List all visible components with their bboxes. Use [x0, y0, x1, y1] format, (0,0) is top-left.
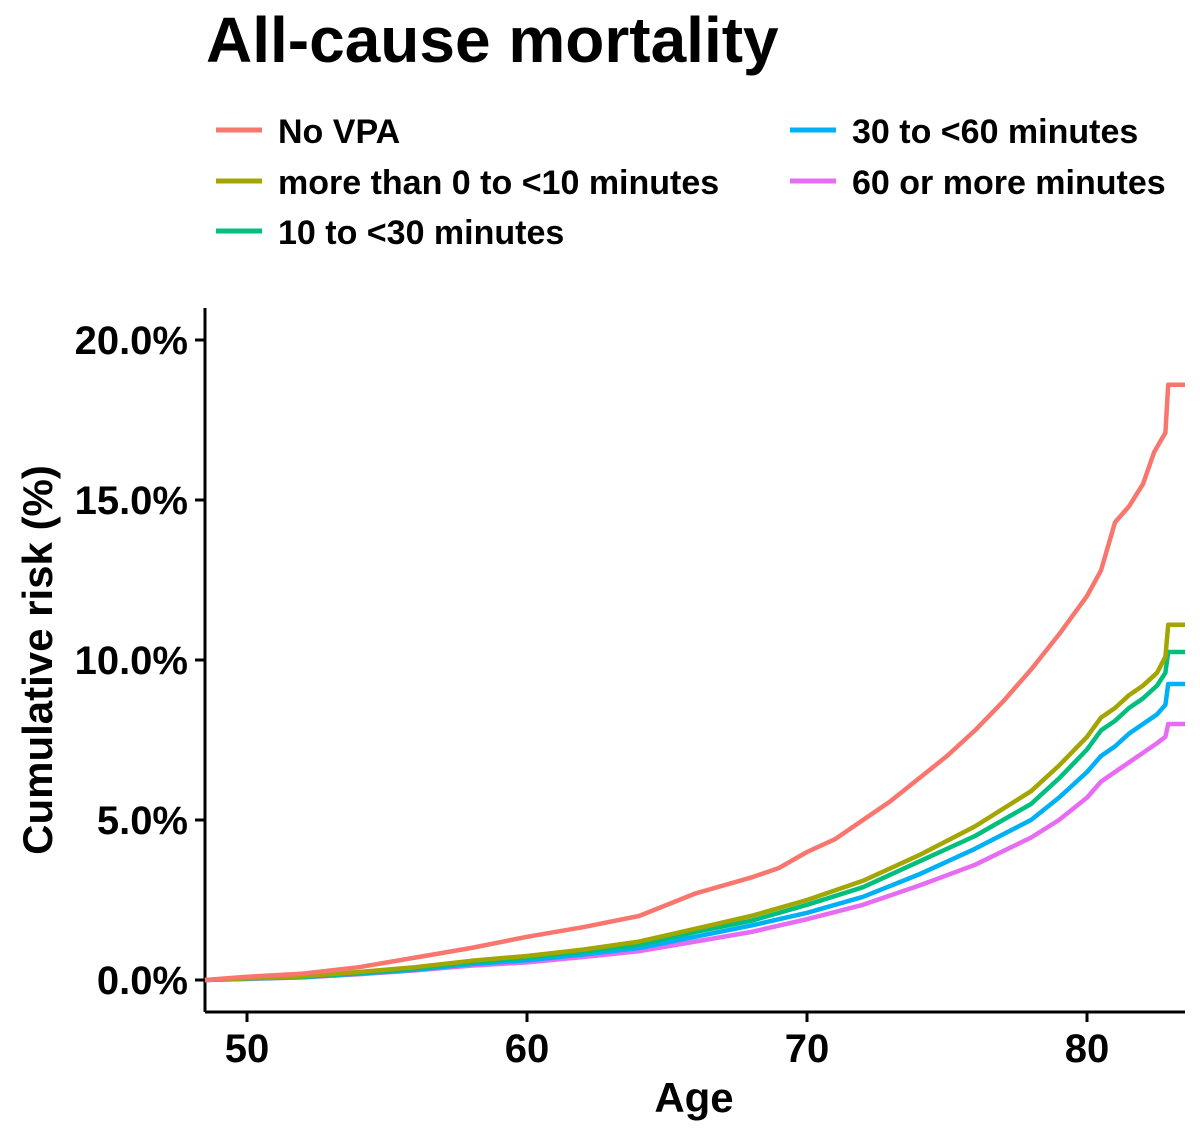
- series-lines: [204, 382, 1185, 983]
- legend-item-60-or-more: 60 or more minutes: [790, 164, 1166, 202]
- x-tick-label: 80: [1065, 1027, 1110, 1071]
- x-tick-label: 70: [785, 1027, 830, 1071]
- x-axis-ticks: 50 60 70 80: [225, 1012, 1110, 1071]
- legend-item-30-to-60: 30 to <60 minutes: [790, 113, 1138, 151]
- y-tick-label: 10.0%: [75, 639, 188, 683]
- series-line-no-vpa: [204, 382, 1185, 983]
- series-line-more-than-0-to-10: [204, 622, 1185, 983]
- y-axis-title: Cumulative risk (%): [14, 465, 61, 855]
- legend-item-more-than-0-to-10: more than 0 to <10 minutes: [216, 164, 719, 202]
- legend-item-10-to-30: 10 to <30 minutes: [216, 214, 564, 252]
- y-tick-label: 15.0%: [75, 479, 188, 523]
- legend-label-60-or-more: 60 or more minutes: [852, 164, 1166, 202]
- chart-title: All-cause mortality: [206, 4, 779, 76]
- x-tick-label: 60: [505, 1027, 550, 1071]
- y-tick-label: 20.0%: [75, 319, 188, 363]
- y-tick-label: 0.0%: [97, 959, 188, 1003]
- y-axis-ticks: 0.0% 5.0% 10.0% 15.0% 20.0%: [75, 319, 205, 1003]
- x-axis-title: Age: [654, 1074, 733, 1121]
- legend-label-no-vpa: No VPA: [278, 113, 400, 151]
- legend-label-10-to-30: 10 to <30 minutes: [278, 214, 564, 252]
- legend: No VPA more than 0 to <10 minutes 10 to …: [216, 113, 1166, 252]
- legend-label-30-to-60: 30 to <60 minutes: [852, 113, 1138, 151]
- legend-item-no-vpa: No VPA: [216, 113, 400, 151]
- x-tick-label: 50: [225, 1027, 270, 1071]
- y-tick-label: 5.0%: [97, 799, 188, 843]
- series-line-60-or-more: [204, 721, 1185, 983]
- legend-label-more-than-0-to-10: more than 0 to <10 minutes: [278, 164, 719, 202]
